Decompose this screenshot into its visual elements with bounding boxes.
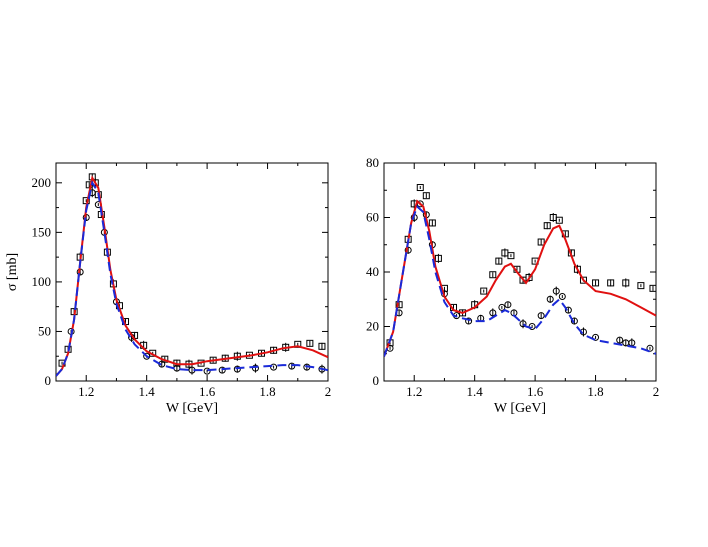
- right-panel-xtick-label: 1.2: [406, 384, 422, 399]
- data-squares-point: [573, 265, 581, 273]
- data-circles-point: [558, 293, 566, 301]
- left-panel-xtick-label: 2: [325, 384, 332, 399]
- data-squares-point: [306, 339, 314, 347]
- left-panel-xlabel: W [GeV]: [166, 401, 218, 416]
- data-circles-point: [592, 333, 600, 341]
- data-circles-point: [646, 344, 654, 352]
- data-squares-point: [555, 216, 563, 224]
- data-squares-point: [637, 282, 645, 290]
- data-circles-point: [251, 364, 259, 372]
- data-squares-point: [495, 257, 503, 265]
- data-circles-point: [498, 303, 506, 311]
- left-panel-ytick-label: 100: [32, 274, 52, 289]
- right-panel-ytick-label: 40: [366, 264, 379, 279]
- right-panel-plot-area: [384, 184, 656, 357]
- left-panel-frame: [55, 162, 329, 382]
- data-squares-point: [507, 252, 515, 260]
- data-circles-point: [546, 295, 554, 303]
- data-squares-point: [428, 219, 436, 227]
- left-panel-ytick-label: 200: [32, 175, 52, 190]
- data-circles-point: [564, 306, 572, 314]
- left-panel-xtick-label: 1.4: [139, 384, 156, 399]
- data-squares-point: [607, 279, 615, 287]
- data-circles-point: [570, 317, 578, 325]
- data-circles-point: [537, 312, 545, 320]
- left-panel-ytick-label: 0: [45, 373, 52, 388]
- data-circles-point: [143, 352, 151, 360]
- data-squares-point: [318, 342, 326, 350]
- data-squares-point: [480, 287, 488, 295]
- left-panel-ytick-label: 50: [38, 323, 51, 338]
- data-circles-point: [233, 365, 241, 373]
- data-circles-point: [489, 309, 497, 317]
- model-dashed-curve: [384, 204, 656, 357]
- left-panel-plot-area: [56, 173, 328, 377]
- data-squares-point: [649, 284, 656, 292]
- data-circles-point: [404, 246, 412, 254]
- data-circles-point: [203, 367, 211, 375]
- data-circles-point: [519, 320, 527, 328]
- right-panel-xlabel: W [GeV]: [494, 401, 546, 416]
- data-circles-point: [288, 362, 296, 370]
- data-squares-point: [416, 184, 424, 192]
- data-squares-point: [525, 273, 533, 281]
- data-circles-point: [270, 363, 278, 371]
- data-squares-point: [592, 279, 600, 287]
- right-panel-xtick-label: 1.8: [587, 384, 603, 399]
- right-panel-ytick-label: 0: [373, 373, 380, 388]
- data-squares-point: [579, 276, 587, 284]
- data-squares-point: [434, 254, 442, 262]
- data-circles-point: [552, 287, 560, 295]
- left-panel-xtick-label: 1.2: [78, 384, 94, 399]
- model-dashed-curve: [56, 180, 328, 377]
- right-panel-xtick-label: 1.6: [527, 384, 544, 399]
- right-panel-xtick-label: 2: [653, 384, 660, 399]
- data-squares-point: [294, 340, 302, 348]
- right-panel-ytick-label: 60: [366, 210, 379, 225]
- data-circles-point: [616, 336, 624, 344]
- data-squares-point: [422, 192, 430, 200]
- left-panel-xtick-label: 1.6: [199, 384, 216, 399]
- right-panel-ytick-label: 80: [366, 155, 379, 170]
- left-panel-xtick-label: 1.8: [259, 384, 275, 399]
- left-panel: 1.2 1.4 1.6 1.8 2 0 50 100 150 200 W [GeV] σ [mb]: [5, 162, 332, 416]
- data-circles-point: [465, 317, 473, 325]
- data-circles-point: [504, 301, 512, 309]
- model-solid-curve: [384, 199, 656, 357]
- left-panel-ylabel: σ [mb]: [5, 253, 20, 291]
- data-squares-point: [543, 222, 551, 230]
- data-squares-point: [395, 301, 403, 309]
- right-panel-xtick-label: 1.4: [467, 384, 484, 399]
- right-panel-ytick-label: 20: [366, 319, 379, 334]
- left-panel-ytick-label: 150: [32, 224, 52, 239]
- data-squares-point: [622, 279, 630, 287]
- data-circles-point: [218, 366, 226, 374]
- data-squares-point: [489, 271, 497, 279]
- data-squares-point: [537, 238, 545, 246]
